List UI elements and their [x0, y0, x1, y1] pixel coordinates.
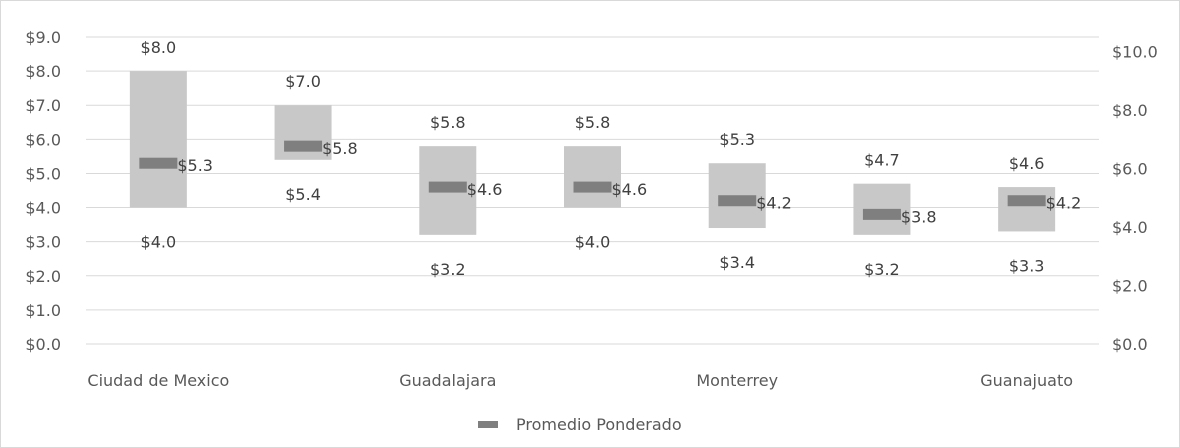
average-value-label: $4.2 [756, 194, 792, 213]
y-right-tick-label: $6.0 [1112, 160, 1148, 179]
average-value-label: $4.6 [467, 180, 503, 199]
y-right-tick-label: $8.0 [1112, 101, 1148, 120]
y-right-tick-label: $10.0 [1112, 43, 1158, 62]
high-value-label: $5.3 [719, 130, 755, 149]
low-value-label: $4.0 [575, 233, 611, 252]
average-marker [139, 157, 178, 169]
legend-label-promedio: Promedio Ponderado [516, 415, 682, 434]
category-label: Guadalajara [399, 371, 496, 390]
y-left-tick-label: $3.0 [25, 233, 61, 252]
average-markers [139, 140, 1046, 220]
y-left-tick-label: $5.0 [25, 164, 61, 183]
y-right-tick-label: $0.0 [1112, 335, 1148, 354]
high-value-label: $5.8 [430, 113, 466, 132]
category-label: Guanajuato [980, 371, 1073, 390]
average-marker [573, 181, 612, 193]
average-marker [718, 195, 757, 207]
y-left-tick-label: $6.0 [25, 130, 61, 149]
low-value-label: $3.3 [1009, 256, 1045, 275]
average-value-label: $5.8 [322, 139, 358, 158]
x-axis-categories: Ciudad de Mexico Guadalajara Monterrey Guan… [87, 371, 1073, 390]
y-right-tick-label: $2.0 [1112, 277, 1148, 296]
range-bar [129, 71, 187, 208]
y-left-tick-label: $9.0 [25, 28, 61, 47]
low-value-label: $3.2 [430, 260, 466, 279]
average-value-label: $5.3 [177, 156, 213, 175]
y-left-tick-label: $8.0 [25, 62, 61, 81]
high-value-label: $4.6 [1009, 154, 1045, 173]
range-bar [998, 187, 1056, 232]
y-left-tick-label: $7.0 [25, 96, 61, 115]
average-marker [428, 181, 467, 193]
category-label: Monterrey [696, 371, 778, 390]
average-value-label: $4.6 [612, 180, 648, 199]
range-bar [564, 146, 621, 208]
y-left-tick-label: $0.0 [25, 335, 61, 354]
high-value-label: $4.7 [864, 151, 900, 170]
data-labels: $8.0 $4.0 $5.3 $7.0 $5.4 $5.8 $5.8 $3.2 $4.6 $5.8… [141, 38, 1082, 279]
average-value-label: $4.2 [1046, 194, 1082, 213]
legend: Promedio Ponderado [478, 415, 682, 434]
average-marker [284, 140, 323, 152]
low-value-label: $4.0 [141, 233, 177, 252]
average-marker [1007, 195, 1046, 207]
low-value-label: $5.4 [285, 185, 321, 204]
y-left-tick-label: $2.0 [25, 267, 61, 286]
high-value-label: $8.0 [141, 38, 177, 57]
low-value-label: $3.2 [864, 260, 900, 279]
y-left-tick-label: $1.0 [25, 301, 61, 320]
y-axis-right: $0.0 $2.0 $4.0 $6.0 $8.0 $10.0 [1112, 43, 1158, 354]
low-value-label: $3.4 [719, 253, 755, 272]
y-axis-left: $0.0 $1.0 $2.0 $3.0 $4.0 $5.0 $6.0 $7.0 $8.0 $9.0 [25, 28, 61, 354]
legend-swatch-promedio [478, 421, 498, 428]
y-right-tick-label: $4.0 [1112, 218, 1148, 237]
category-label: Ciudad de Mexico [87, 371, 229, 390]
high-value-label: $5.8 [575, 113, 611, 132]
high-value-label: $7.0 [285, 72, 321, 91]
average-marker [862, 208, 901, 220]
y-left-tick-label: $4.0 [25, 199, 61, 218]
average-value-label: $3.8 [901, 207, 937, 226]
